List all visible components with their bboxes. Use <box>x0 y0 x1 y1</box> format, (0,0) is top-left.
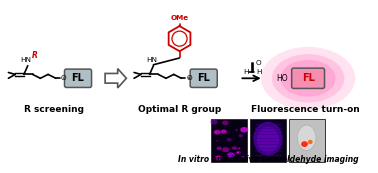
Ellipse shape <box>214 130 221 135</box>
Ellipse shape <box>308 140 313 144</box>
Text: HO: HO <box>276 74 288 83</box>
Ellipse shape <box>257 127 279 152</box>
Ellipse shape <box>261 47 355 110</box>
Text: H: H <box>256 70 262 75</box>
Ellipse shape <box>237 152 239 153</box>
Ellipse shape <box>231 153 234 154</box>
Ellipse shape <box>222 120 229 125</box>
Text: FL: FL <box>302 73 314 83</box>
Polygon shape <box>105 69 126 88</box>
Ellipse shape <box>297 125 316 150</box>
Ellipse shape <box>227 152 234 157</box>
Text: Optimal R group: Optimal R group <box>138 105 221 114</box>
Ellipse shape <box>222 147 229 152</box>
Ellipse shape <box>280 60 336 97</box>
Text: OMe: OMe <box>170 15 189 21</box>
Ellipse shape <box>236 151 241 154</box>
Ellipse shape <box>214 156 222 161</box>
Bar <box>250 119 286 162</box>
Ellipse shape <box>216 140 218 142</box>
Ellipse shape <box>272 54 344 102</box>
Ellipse shape <box>217 147 222 150</box>
Ellipse shape <box>253 122 283 156</box>
Ellipse shape <box>241 156 245 158</box>
Text: R: R <box>32 51 37 60</box>
Ellipse shape <box>221 129 227 134</box>
FancyBboxPatch shape <box>292 68 325 88</box>
Text: R screening: R screening <box>24 105 84 114</box>
Text: O: O <box>60 75 66 81</box>
Ellipse shape <box>235 129 238 131</box>
Text: O: O <box>256 60 261 66</box>
FancyBboxPatch shape <box>65 69 91 88</box>
Bar <box>211 119 247 162</box>
Text: FL: FL <box>71 73 84 83</box>
Ellipse shape <box>227 138 232 141</box>
Text: H: H <box>243 70 249 75</box>
Text: O: O <box>186 75 192 81</box>
Text: HN: HN <box>20 57 31 63</box>
Ellipse shape <box>240 127 248 133</box>
Ellipse shape <box>231 154 235 156</box>
Ellipse shape <box>301 141 308 147</box>
Text: In vitro and in vivo formaldehyde imaging: In vitro and in vivo formaldehyde imagin… <box>178 155 358 164</box>
Ellipse shape <box>232 146 237 150</box>
Bar <box>289 119 325 162</box>
FancyBboxPatch shape <box>190 69 217 88</box>
Text: FL: FL <box>197 73 210 83</box>
Ellipse shape <box>210 120 218 125</box>
Ellipse shape <box>239 134 243 137</box>
Text: HN: HN <box>146 57 157 63</box>
Ellipse shape <box>238 147 240 149</box>
Text: Fluorescence turn-on: Fluorescence turn-on <box>251 105 359 114</box>
